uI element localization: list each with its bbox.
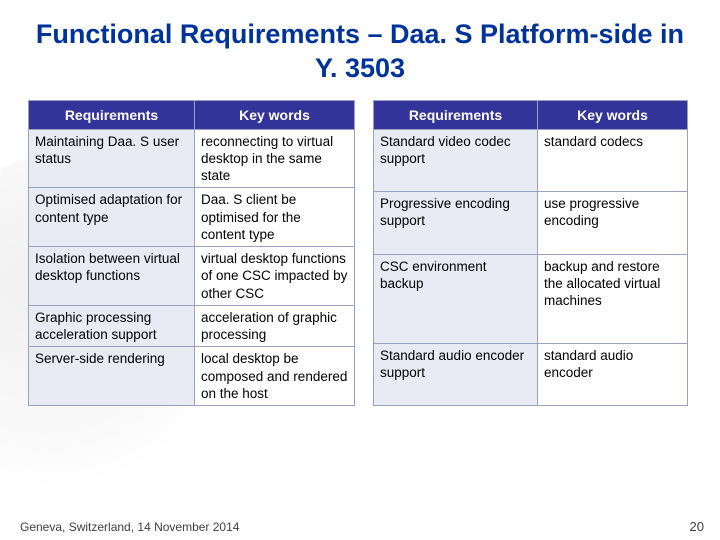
cell-keyword: acceleration of graphic processing: [195, 305, 355, 347]
cell-keyword: Daa. S client be optimised for the conte…: [195, 188, 355, 247]
requirements-table-left: Requirements Key words Maintaining Daa. …: [28, 100, 355, 407]
footer-location-date: Geneva, Switzerland, 14 November 2014: [20, 520, 239, 534]
cell-requirement: Graphic processing acceleration support: [29, 305, 195, 347]
cell-requirement: Maintaining Daa. S user status: [29, 129, 195, 188]
col-requirements: Requirements: [374, 100, 538, 129]
cell-requirement: Optimised adaptation for content type: [29, 188, 195, 247]
cell-requirement: CSC environment backup: [374, 254, 538, 343]
table-row: Graphic processing acceleration support …: [29, 305, 355, 347]
cell-requirement: Server-side rendering: [29, 347, 195, 406]
col-requirements: Requirements: [29, 100, 195, 129]
table-row: Progressive encoding support use progres…: [374, 192, 688, 255]
slide: Functional Requirements – Daa. S Platfor…: [0, 0, 720, 540]
table-header-row: Requirements Key words: [29, 100, 355, 129]
tables-container: Requirements Key words Maintaining Daa. …: [28, 100, 692, 407]
table-row: Optimised adaptation for content type Da…: [29, 188, 355, 247]
cell-keyword: reconnecting to virtual desktop in the s…: [195, 129, 355, 188]
col-keywords: Key words: [195, 100, 355, 129]
table-row: Isolation between virtual desktop functi…: [29, 247, 355, 306]
table-row: Server-side rendering local desktop be c…: [29, 347, 355, 406]
cell-keyword: local desktop be composed and rendered o…: [195, 347, 355, 406]
table-row: Standard audio encoder support standard …: [374, 343, 688, 406]
cell-requirement: Standard video codec support: [374, 129, 538, 192]
requirements-table-right: Requirements Key words Standard video co…: [373, 100, 688, 407]
col-keywords: Key words: [538, 100, 688, 129]
cell-keyword: standard codecs: [538, 129, 688, 192]
cell-keyword: virtual desktop functions of one CSC imp…: [195, 247, 355, 306]
cell-keyword: standard audio encoder: [538, 343, 688, 406]
slide-number: 20: [690, 519, 704, 534]
cell-requirement: Progressive encoding support: [374, 192, 538, 255]
table-row: Standard video codec support standard co…: [374, 129, 688, 192]
table-row: CSC environment backup backup and restor…: [374, 254, 688, 343]
table-header-row: Requirements Key words: [374, 100, 688, 129]
table-row: Maintaining Daa. S user status reconnect…: [29, 129, 355, 188]
cell-requirement: Isolation between virtual desktop functi…: [29, 247, 195, 306]
cell-requirement: Standard audio encoder support: [374, 343, 538, 406]
cell-keyword: backup and restore the allocated virtual…: [538, 254, 688, 343]
cell-keyword: use progressive encoding: [538, 192, 688, 255]
slide-title: Functional Requirements – Daa. S Platfor…: [28, 18, 692, 86]
